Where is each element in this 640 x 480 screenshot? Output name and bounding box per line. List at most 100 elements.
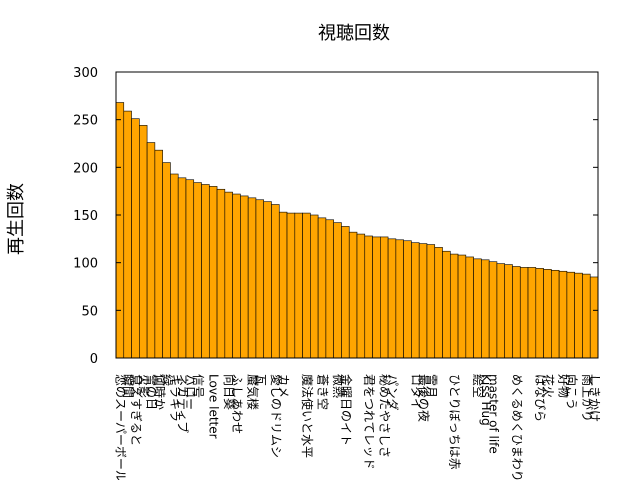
bar (177, 177, 187, 359)
x-category-label: 微熱 (331, 374, 345, 398)
x-category-label: 緑 (160, 374, 175, 386)
bar (232, 193, 241, 359)
bar (403, 240, 412, 359)
x-category-label: Kiss Hug (479, 374, 493, 426)
bar (434, 247, 443, 359)
bar (512, 266, 521, 359)
x-category-label: 愛しのドリムシ (269, 374, 283, 458)
bar (247, 197, 257, 359)
bar (154, 149, 163, 359)
bar (193, 182, 202, 359)
bar (574, 272, 583, 359)
x-category-label: 見えすぎると (129, 374, 143, 446)
bar (317, 217, 327, 359)
bar (372, 236, 381, 359)
bar (411, 242, 420, 359)
bar (240, 195, 249, 359)
plot-frame (115, 71, 599, 359)
y-tick-label: 0 (90, 352, 98, 367)
bar (302, 212, 311, 359)
y-axis-label: 再生回数 (6, 183, 27, 255)
x-category-label: 君をつれてレッド (362, 374, 376, 470)
y-axis-ticks: 0 50 100 150 200 250 300 (73, 66, 598, 367)
bar (582, 273, 591, 359)
bar (333, 222, 342, 359)
x-category-label: パンダ (385, 374, 400, 411)
bar (535, 268, 544, 359)
bar (341, 226, 350, 359)
x-category-label: ひとりぼっちは赤 (448, 374, 462, 470)
bar (131, 118, 140, 359)
y-tick-label: 250 (73, 114, 98, 129)
bar (170, 173, 179, 359)
x-category-label: Love letter (207, 374, 221, 439)
x-category-label: キラキラ (168, 374, 182, 422)
bar (551, 269, 560, 359)
x-category-label: 雪の日 (144, 374, 158, 410)
bar (216, 188, 226, 359)
bar (185, 179, 195, 359)
bar (278, 211, 288, 359)
y-tick-label: 100 (73, 257, 98, 272)
bar (426, 244, 436, 359)
bar (496, 263, 506, 359)
x-category-label: はなびら (533, 374, 547, 422)
bar (543, 269, 552, 359)
x-category-label: めくるめくひまわり (510, 374, 524, 480)
bar (418, 243, 428, 359)
x-category-label: 好物 (557, 374, 571, 398)
bar (115, 102, 125, 359)
x-category-label: 蜃気楼 (246, 374, 261, 410)
x-category-label: 向こう (564, 374, 579, 410)
bar (123, 110, 132, 359)
x-category-label: ふしあわせ (230, 374, 244, 434)
bar (465, 256, 474, 359)
x-category-label: 魔法使いと水平 (300, 374, 315, 458)
bar (356, 233, 366, 359)
bar (387, 238, 397, 359)
bars-group (115, 102, 599, 359)
x-category-label: 火影 (137, 374, 151, 398)
x-category-label: 蒼き空 (316, 374, 330, 410)
bar (380, 236, 389, 359)
y-tick-label: 50 (81, 304, 98, 319)
bar (364, 235, 373, 359)
x-axis-labels: 恋のスーパーボール瞬間見えすぎると火影雪の日何時か緑キラキラネガティブハロー信号… (113, 374, 601, 480)
y-tick-label: 300 (73, 66, 98, 81)
x-category-label: ロタイ (409, 374, 423, 410)
x-category-label: 花火 (541, 374, 556, 398)
x-category-label: 雨上がり (580, 374, 595, 422)
y-tick-label: 150 (73, 209, 98, 224)
bar (519, 267, 529, 359)
bar (457, 254, 467, 359)
x-category-label: 瓦 (253, 374, 267, 386)
bar (263, 201, 272, 359)
bar (395, 239, 404, 359)
bar (589, 276, 599, 359)
x-category-label: 秘めたやさしさ (378, 374, 392, 458)
bar (488, 261, 498, 359)
bar (162, 162, 171, 359)
x-category-label: ネガティブ (176, 374, 191, 433)
x-category-label: しきかけ (588, 374, 602, 422)
bar (310, 214, 319, 359)
x-category-label: 絵空 (471, 374, 486, 398)
bar (294, 212, 303, 359)
bar (504, 264, 513, 359)
bar (286, 212, 296, 359)
bar (527, 267, 537, 359)
bar (473, 258, 482, 359)
bar (325, 219, 334, 359)
x-category-label: 恋のスーパーボール (113, 374, 128, 480)
bar (271, 204, 280, 359)
bar (146, 142, 156, 359)
bar (449, 253, 459, 359)
x-category-label: カメ (277, 374, 291, 398)
x-category-label: 瞬間 (121, 374, 135, 398)
x-category-label: master of life (487, 374, 501, 454)
chart-title: 視聴回数 (318, 23, 390, 44)
bar (255, 199, 265, 359)
x-category-label: 信号 (191, 374, 205, 398)
bar (558, 270, 568, 359)
